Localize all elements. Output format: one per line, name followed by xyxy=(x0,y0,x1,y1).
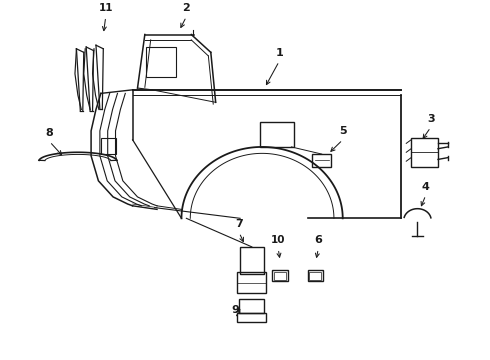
Bar xyxy=(101,138,116,154)
Bar xyxy=(313,154,331,167)
Text: 7: 7 xyxy=(235,219,243,229)
Bar xyxy=(308,270,323,282)
Text: 11: 11 xyxy=(98,3,113,13)
Bar xyxy=(260,122,294,147)
Bar xyxy=(237,312,266,322)
Bar xyxy=(240,247,264,274)
Text: 4: 4 xyxy=(422,181,430,192)
Text: 10: 10 xyxy=(271,235,286,245)
Text: 3: 3 xyxy=(427,114,435,124)
Bar xyxy=(411,138,438,167)
Text: 8: 8 xyxy=(46,128,53,138)
Text: 6: 6 xyxy=(315,235,322,245)
Text: 1: 1 xyxy=(275,48,283,58)
Bar xyxy=(310,271,321,280)
Bar xyxy=(239,299,264,313)
Bar xyxy=(147,47,175,77)
Text: 5: 5 xyxy=(339,126,346,136)
Text: 2: 2 xyxy=(182,3,190,13)
Bar xyxy=(274,271,286,280)
Text: 9: 9 xyxy=(231,305,239,315)
Bar xyxy=(272,270,288,282)
Bar xyxy=(237,272,267,293)
